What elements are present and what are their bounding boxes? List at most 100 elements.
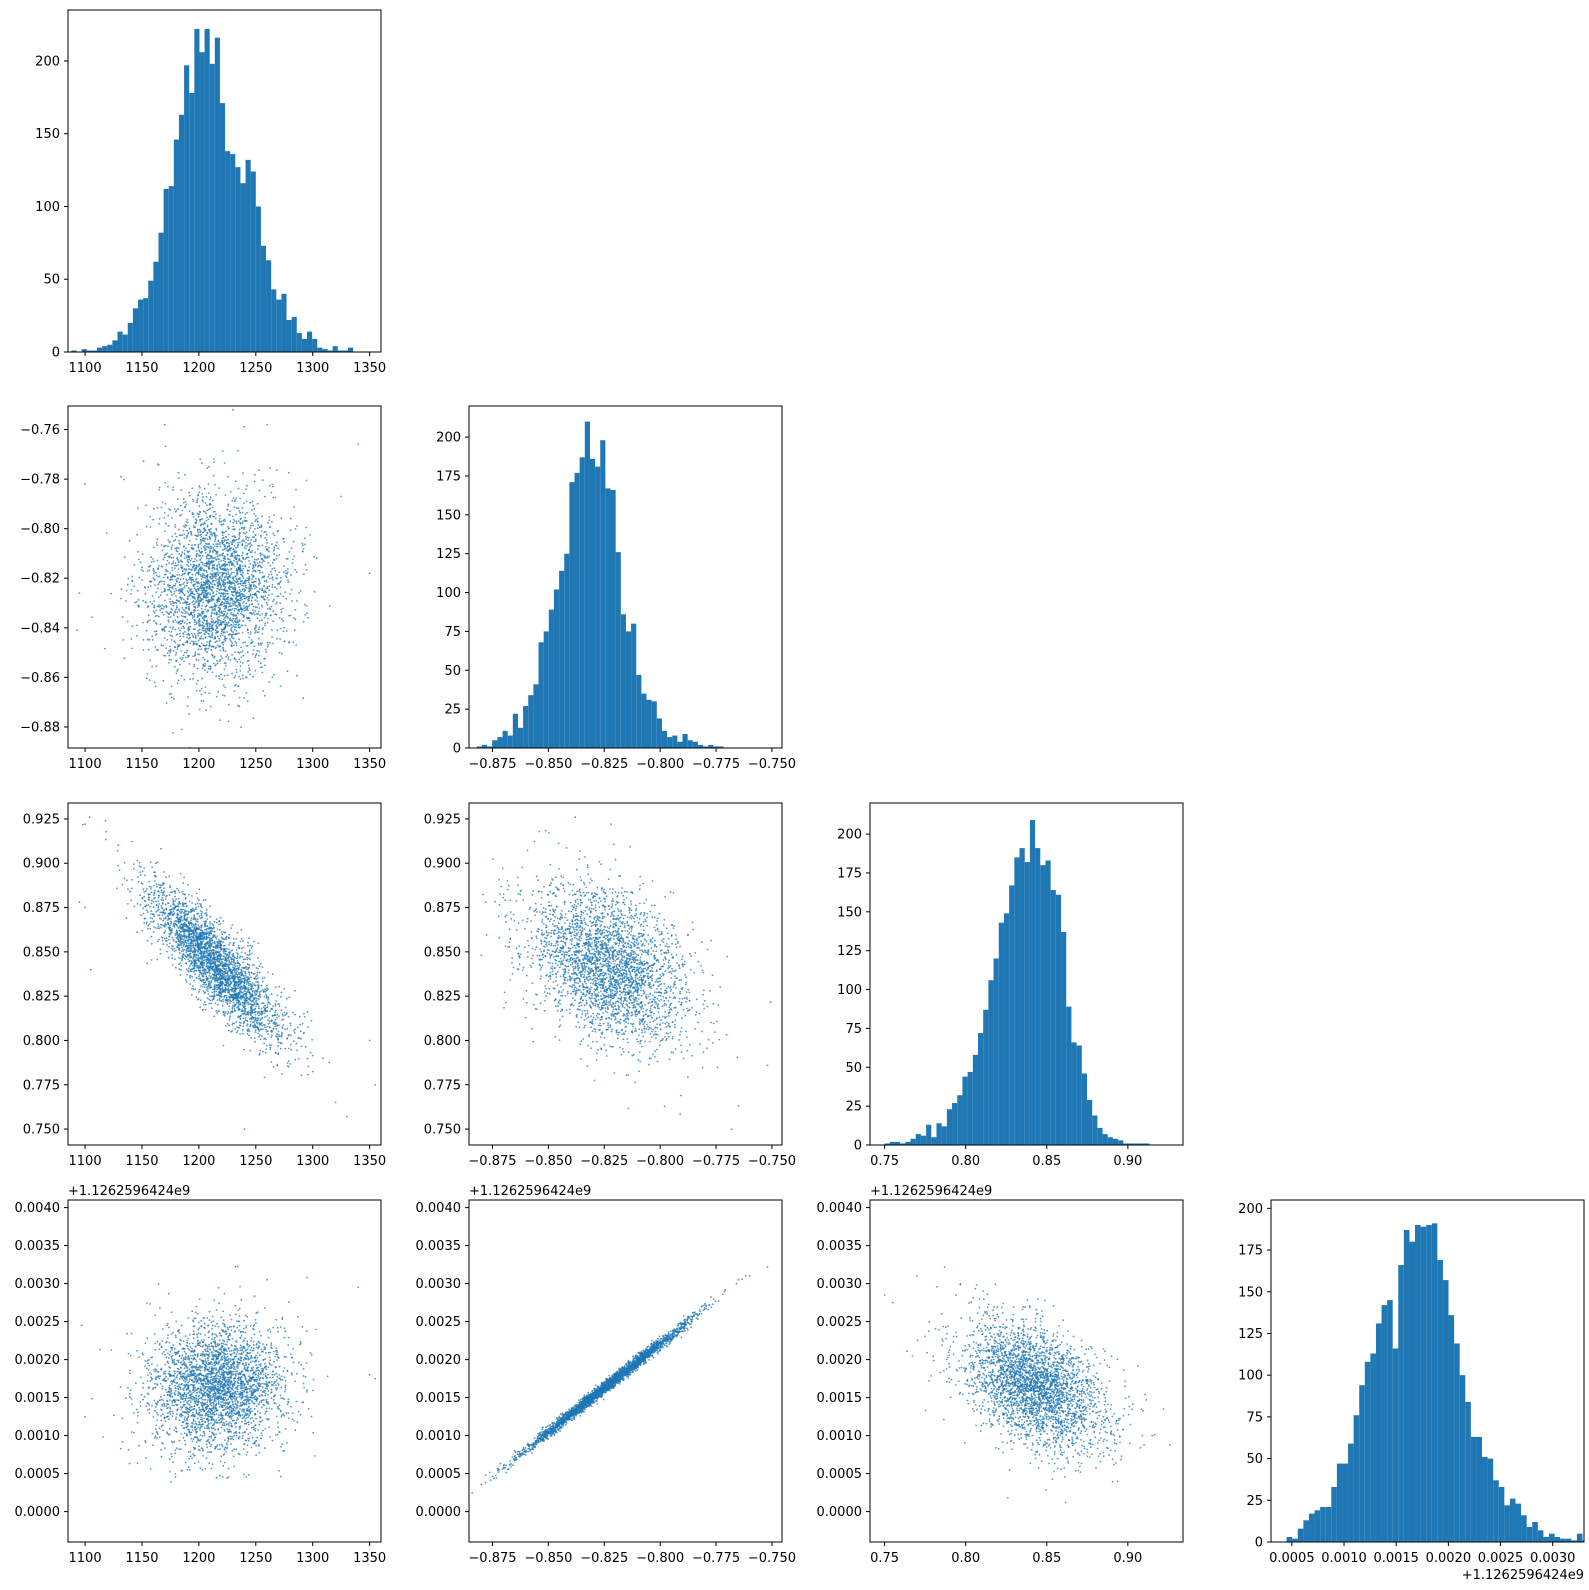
scatter-point xyxy=(228,603,231,605)
scatter-point xyxy=(231,561,233,564)
scatter-point xyxy=(183,678,186,681)
scatter-point xyxy=(204,616,206,619)
scatter-point xyxy=(209,977,212,979)
scatter-point xyxy=(188,628,191,631)
scatter-point xyxy=(209,960,212,963)
scatter-point xyxy=(192,547,195,550)
scatter-point xyxy=(196,902,199,905)
scatter-point xyxy=(241,507,244,509)
scatter-point xyxy=(224,520,226,523)
scatter-point xyxy=(239,661,242,663)
scatter-point xyxy=(239,678,242,680)
scatter-point xyxy=(196,582,199,585)
scatter-point xyxy=(245,983,248,985)
scatter-point xyxy=(171,569,174,572)
scatter-point xyxy=(271,576,274,579)
scatter-point xyxy=(229,997,231,999)
scatter-point xyxy=(170,586,173,589)
scatter-point xyxy=(259,588,261,590)
scatter-point xyxy=(261,671,264,674)
scatter-point xyxy=(246,1030,249,1032)
scatter-point xyxy=(190,611,193,614)
scatter-point xyxy=(210,625,213,627)
scatter-point xyxy=(180,969,183,971)
scatter-point xyxy=(263,976,266,979)
scatter-point xyxy=(225,536,227,538)
scatter-point xyxy=(170,658,173,661)
scatter-point xyxy=(181,959,183,962)
scatter-point xyxy=(178,477,180,480)
scatter-point xyxy=(170,607,173,610)
scatter-point xyxy=(222,948,225,950)
scatter-point xyxy=(126,583,129,586)
scatter-point xyxy=(241,650,244,652)
scatter-point xyxy=(237,651,239,653)
scatter-point xyxy=(136,589,139,592)
scatter-point xyxy=(269,467,272,469)
scatter-point xyxy=(196,499,198,502)
scatter-point xyxy=(241,602,244,604)
scatter-point xyxy=(294,989,296,992)
scatter-point xyxy=(247,941,250,944)
y-tick-label: −0.76 xyxy=(20,423,60,438)
scatter-point xyxy=(234,580,236,582)
scatter-point xyxy=(187,942,190,945)
histogram-bar xyxy=(163,189,169,352)
scatter-point xyxy=(255,999,258,1002)
scatter-point xyxy=(252,574,255,577)
scatter-point xyxy=(245,602,248,605)
scatter-point xyxy=(249,631,252,633)
histogram-bar xyxy=(337,350,343,352)
scatter-point xyxy=(174,610,177,613)
scatter-point xyxy=(247,536,250,539)
scatter-point xyxy=(187,559,189,561)
scatter-point xyxy=(286,670,289,673)
scatter-point xyxy=(198,708,201,711)
scatter-point xyxy=(210,950,213,953)
scatter-point xyxy=(198,899,200,902)
scatter-point xyxy=(142,649,145,651)
scatter-point xyxy=(235,623,238,626)
scatter-point xyxy=(251,609,254,612)
scatter-point xyxy=(264,598,266,601)
y-tick-label: 25 xyxy=(444,703,461,718)
scatter-point xyxy=(305,605,308,607)
scatter-point xyxy=(218,660,221,663)
scatter-point xyxy=(198,485,201,487)
scatter-point xyxy=(174,601,177,604)
scatter-point xyxy=(223,598,226,601)
scatter-point xyxy=(177,946,180,949)
scatter-point xyxy=(206,997,209,1000)
scatter-point xyxy=(236,960,239,962)
scatter-point xyxy=(271,676,274,679)
scatter-point xyxy=(198,563,201,566)
scatter-point xyxy=(238,599,240,602)
scatter-point xyxy=(157,906,160,909)
scatter-point xyxy=(218,517,221,520)
scatter-point xyxy=(196,592,199,595)
scatter-point xyxy=(256,517,259,520)
scatter-point xyxy=(256,562,259,564)
scatter-point xyxy=(158,489,161,491)
scatter-point xyxy=(227,1029,230,1032)
scatter-point xyxy=(204,562,206,565)
scatter-point xyxy=(250,1037,253,1039)
scatter-point xyxy=(173,950,176,953)
scatter-point xyxy=(269,614,272,617)
scatter-point xyxy=(205,631,208,633)
scatter-point xyxy=(235,938,238,940)
scatter-point xyxy=(179,663,181,666)
scatter-point xyxy=(197,543,200,546)
scatter-point xyxy=(264,624,266,627)
scatter-point xyxy=(260,524,263,527)
scatter-point xyxy=(157,567,159,570)
scatter-point xyxy=(205,932,208,934)
scatter-point xyxy=(162,899,165,902)
scatter-point xyxy=(234,536,236,539)
scatter-point xyxy=(194,973,197,975)
scatter-point xyxy=(253,964,256,966)
scatter-point xyxy=(215,527,218,530)
scatter-point xyxy=(183,572,186,575)
scatter-point xyxy=(290,1043,292,1046)
scatter-point xyxy=(210,528,212,530)
